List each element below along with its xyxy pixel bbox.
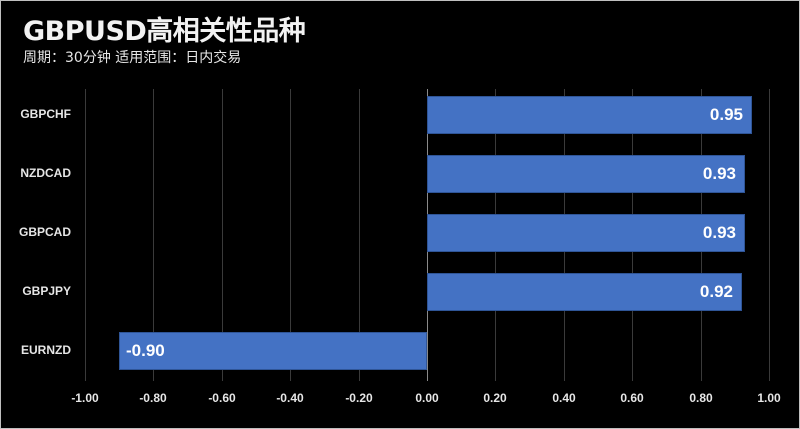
- gridline: [222, 89, 223, 381]
- bar-eurnzd: -0.90: [119, 332, 427, 370]
- bar-value-label: 0.92: [699, 282, 733, 301]
- gridline: [85, 89, 86, 381]
- chart-title: GBPUSD高相关性品种: [23, 16, 306, 47]
- x-tick-label: 0.60: [620, 391, 644, 405]
- category-label: GBPJPY: [22, 284, 71, 298]
- category-label: EURNZD: [21, 343, 71, 357]
- x-tick-label: 0.00: [415, 391, 439, 405]
- bar-gbpjpy: 0.92: [427, 273, 742, 311]
- gridline: [153, 89, 154, 381]
- category-label: NZDCAD: [20, 166, 71, 180]
- x-tick-label: -0.80: [139, 391, 167, 405]
- x-tick-label: 0.80: [689, 391, 713, 405]
- x-tick-label: -1.00: [71, 391, 99, 405]
- x-tick-label: -0.20: [345, 391, 373, 405]
- category-label: GBPCHF: [20, 107, 71, 121]
- chart-subtitle: 周期：30分钟 适用范围：日内交易: [23, 50, 242, 66]
- bar-nzdcad: 0.93: [427, 155, 745, 193]
- gridline: [359, 89, 360, 381]
- x-tick-label: 0.20: [483, 391, 507, 405]
- bar-value-label: 0.93: [702, 223, 736, 242]
- bar-value-label: 0.95: [709, 105, 743, 124]
- x-tick-label: -0.60: [208, 391, 236, 405]
- bar-gbpchf: 0.95: [427, 96, 752, 134]
- x-tick-label: 1.00: [757, 391, 781, 405]
- gridline: [290, 89, 291, 381]
- bar-value-label: -0.90: [126, 341, 165, 360]
- category-label: GBPCAD: [18, 225, 71, 239]
- gridline: [769, 89, 770, 381]
- bar-value-label: 0.93: [702, 164, 736, 183]
- x-tick-label: -0.40: [276, 391, 304, 405]
- bar-gbpcad: 0.93: [427, 214, 745, 252]
- x-tick-label: 0.40: [552, 391, 576, 405]
